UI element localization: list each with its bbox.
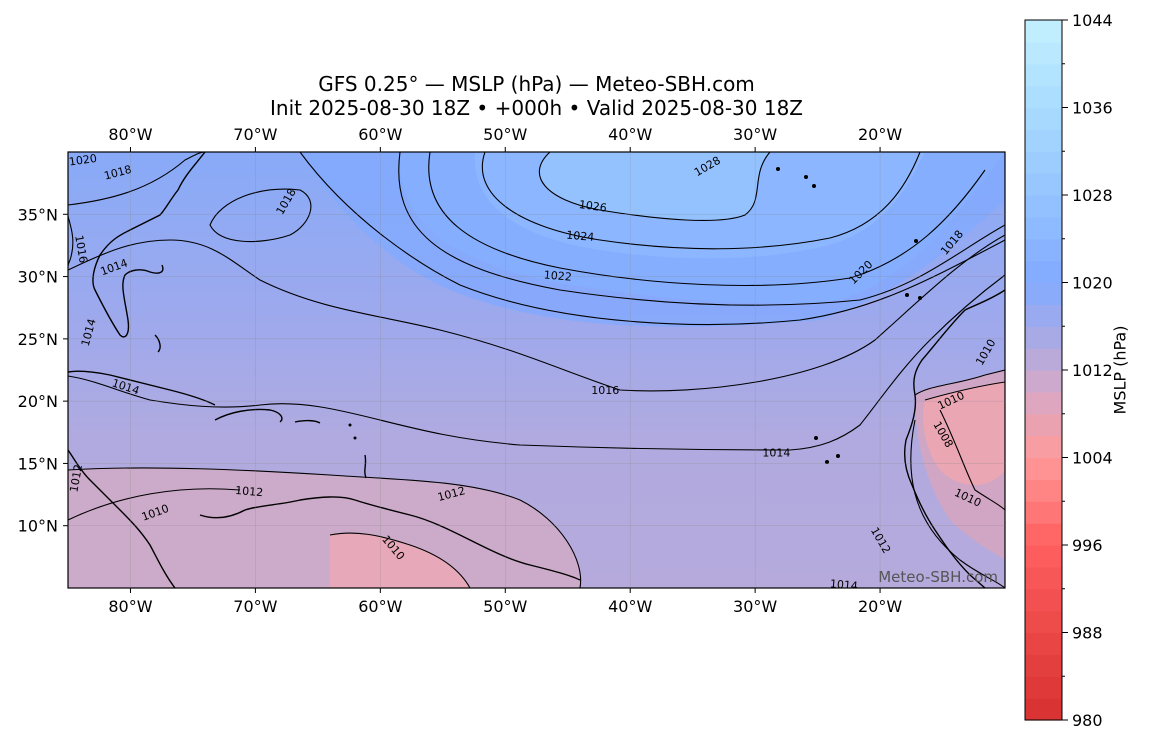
colorbar-tick-label: 1020 xyxy=(1072,274,1113,293)
colorbar-bands xyxy=(1025,20,1062,721)
lat-tick-label: 30°N xyxy=(18,268,58,287)
contour-label: 1012 xyxy=(235,484,264,499)
lat-tick-label: 25°N xyxy=(18,330,58,349)
map-subtitle: Init 2025-08-30 18Z • +000h • Valid 2025… xyxy=(270,96,803,120)
colorbar-band xyxy=(1025,238,1062,262)
colorbar-band xyxy=(1025,435,1062,459)
contour-label: 1016 xyxy=(591,384,619,397)
colorbar: 1044 1036 1028 1020 1012 1004 996 988 980 xyxy=(1024,11,1113,730)
colorbar-tick-label: 1044 xyxy=(1072,11,1113,30)
lon-tick-label-top: 20°W xyxy=(858,125,902,144)
colorbar-band xyxy=(1025,545,1062,568)
colorbar-band xyxy=(1025,41,1062,65)
colorbar-band xyxy=(1025,632,1062,655)
colorbar-band xyxy=(1025,63,1062,87)
colorbar-band xyxy=(1025,348,1062,371)
lon-tick-label-top: 60°W xyxy=(358,125,402,144)
lat-tick-label: 35°N xyxy=(18,205,58,224)
colorbar-band xyxy=(1025,566,1062,590)
colorbar-band xyxy=(1025,20,1062,43)
colorbar-band xyxy=(1025,610,1062,634)
lon-tick-label-bottom: 50°W xyxy=(483,597,527,616)
fill-high-south xyxy=(68,467,581,588)
contour-label: 1026 xyxy=(578,198,608,215)
colorbar-band xyxy=(1025,391,1062,415)
contour-label: 1022 xyxy=(543,268,572,283)
colorbar-band xyxy=(1025,260,1062,284)
colorbar-band xyxy=(1025,523,1062,546)
lat-tick-label: 20°N xyxy=(18,392,58,411)
lon-tick-label-bottom: 80°W xyxy=(108,597,152,616)
contour-label: 1020 xyxy=(68,152,98,169)
map-field: 1020101810181016101410141014102810261024… xyxy=(67,152,1005,592)
contour-label: 1014 xyxy=(829,577,858,592)
colorbar-band xyxy=(1025,151,1062,174)
colorbar-band xyxy=(1025,588,1062,612)
contour-label: 1012 xyxy=(67,463,85,493)
colorbar-band xyxy=(1025,698,1062,721)
colorbar-tick-label: 980 xyxy=(1072,711,1103,730)
map-frame xyxy=(67,151,1006,589)
lon-tick-label-top: 80°W xyxy=(108,125,152,144)
colorbar-label: MSLP (hPa) xyxy=(1110,325,1130,415)
colorbar-tick-label: 996 xyxy=(1072,536,1103,555)
lon-tick-label-bottom: 70°W xyxy=(233,597,277,616)
colorbar-band xyxy=(1025,173,1062,196)
colorbar-band xyxy=(1025,413,1062,437)
colorbar-band xyxy=(1025,501,1062,524)
colorbar-tick-label: 1012 xyxy=(1072,361,1113,380)
lon-tick-label-bottom: 20°W xyxy=(858,597,902,616)
lon-tick-label-bottom: 60°W xyxy=(358,597,402,616)
colorbar-band xyxy=(1025,676,1062,699)
colorbar-tick-label: 1004 xyxy=(1072,449,1113,468)
watermark: Meteo-SBH.com xyxy=(878,568,998,586)
lon-tick-label-top: 30°W xyxy=(733,125,777,144)
colorbar-band xyxy=(1025,216,1062,240)
lat-tick-label: 10°N xyxy=(18,517,58,536)
fill-low-sahara xyxy=(923,382,1005,485)
colorbar-band xyxy=(1025,304,1062,327)
colorbar-tick-label: 988 xyxy=(1072,624,1103,643)
fill-low-venezuela xyxy=(330,533,470,588)
colorbar-band xyxy=(1025,370,1062,393)
islands xyxy=(348,167,922,464)
colorbar-band xyxy=(1025,282,1062,305)
colorbar-band xyxy=(1025,479,1062,502)
colorbar-tick-label: 1036 xyxy=(1072,99,1113,118)
colorbar-band xyxy=(1025,85,1062,109)
lon-tick-label-top: 50°W xyxy=(483,125,527,144)
colorbar-band xyxy=(1025,195,1062,218)
colorbar-band xyxy=(1025,654,1062,677)
map-title: GFS 0.25° — MSLP (hPa) — Meteo-SBH.com xyxy=(318,72,755,96)
lon-tick-label-bottom: 30°W xyxy=(733,597,777,616)
lon-tick-label-top: 40°W xyxy=(608,125,652,144)
colorbar-band xyxy=(1025,129,1062,152)
lon-tick-label-bottom: 40°W xyxy=(608,597,652,616)
axis-ticks: 80°W 80°W 70°W 70°W 60°W 60°W 50°W 50°W 40°W 40°W… xyxy=(18,125,1005,616)
colorbar-band xyxy=(1025,107,1062,130)
colorbar-band xyxy=(1025,326,1062,349)
contour-label: 1014 xyxy=(762,446,790,459)
contour-label: 1024 xyxy=(566,229,595,244)
colorbar-band xyxy=(1025,457,1062,480)
fill-1028 xyxy=(539,152,770,221)
lat-tick-label: 15°N xyxy=(18,454,58,473)
colorbar-ticks: 1044 1036 1028 1020 1012 1004 996 988 980 xyxy=(1062,11,1113,730)
lon-tick-label-top: 70°W xyxy=(233,125,277,144)
contour-label: 1016 xyxy=(72,234,90,264)
colorbar-tick-label: 1028 xyxy=(1072,186,1113,205)
